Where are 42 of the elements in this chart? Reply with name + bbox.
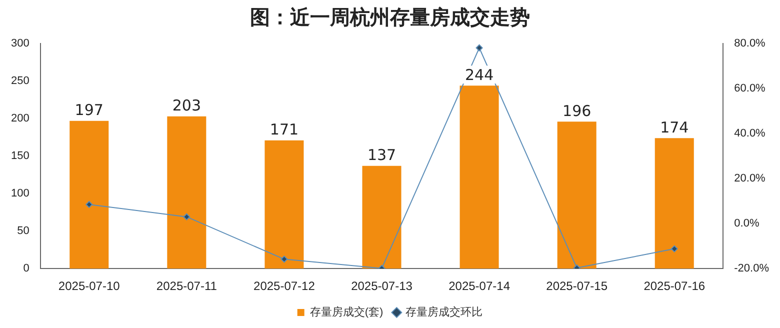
- y-tick-label: 200: [10, 112, 30, 125]
- bar: [460, 86, 499, 269]
- data-label: 196: [562, 102, 592, 120]
- bar: [167, 116, 206, 269]
- x-tick-label: 2025-07-11: [156, 279, 218, 294]
- data-label: 203: [172, 96, 201, 115]
- y-tick-label: 300: [10, 38, 30, 50]
- y2-tick-label: 0.0%: [734, 218, 760, 230]
- bar: [557, 122, 596, 269]
- bar: [70, 120, 109, 269]
- bar: [264, 140, 304, 269]
- x-tick-label: 2025-07-13: [351, 279, 413, 294]
- x-tick-label: 2025-07-10: [58, 279, 120, 294]
- point: [86, 200, 93, 208]
- point: [183, 213, 190, 220]
- data-label: 171: [270, 120, 299, 139]
- data-label: 174: [660, 118, 689, 136]
- y2-tick-label: 80.0%: [734, 38, 766, 50]
- point: [476, 44, 483, 52]
- y-tick-label: 50: [17, 225, 30, 238]
- data-label: 137: [367, 146, 396, 164]
- y-tick-label: 250: [10, 75, 30, 88]
- chart-title: 图：近一周杭州存量房成交走势: [249, 4, 531, 31]
- y2-tick-label: 20.0%: [734, 172, 766, 185]
- y2-tick-label: -20.0%: [734, 262, 770, 275]
- legend-label: 存量房成交(套): [310, 306, 384, 319]
- bar: [362, 166, 402, 269]
- x-tick-label: 2025-07-12: [254, 279, 316, 294]
- y-tick-label: 150: [10, 150, 30, 162]
- data-label: 197: [74, 101, 104, 120]
- y2-tick-label: 40.0%: [734, 128, 766, 140]
- y-tick-label: 100: [10, 188, 30, 200]
- y2-tick-label: 60.0%: [734, 82, 766, 95]
- point: [280, 256, 288, 263]
- data-label: 244: [464, 66, 494, 84]
- y-tick-label: 0: [23, 262, 30, 275]
- legend-label: 存量房成交环比: [406, 306, 483, 319]
- bar: [654, 138, 694, 269]
- x-tick-label: 2025-07-15: [546, 279, 608, 294]
- point: [670, 245, 678, 252]
- x-tick-label: 2025-07-14: [448, 279, 510, 294]
- x-tick-label: 2025-07-16: [644, 279, 706, 294]
